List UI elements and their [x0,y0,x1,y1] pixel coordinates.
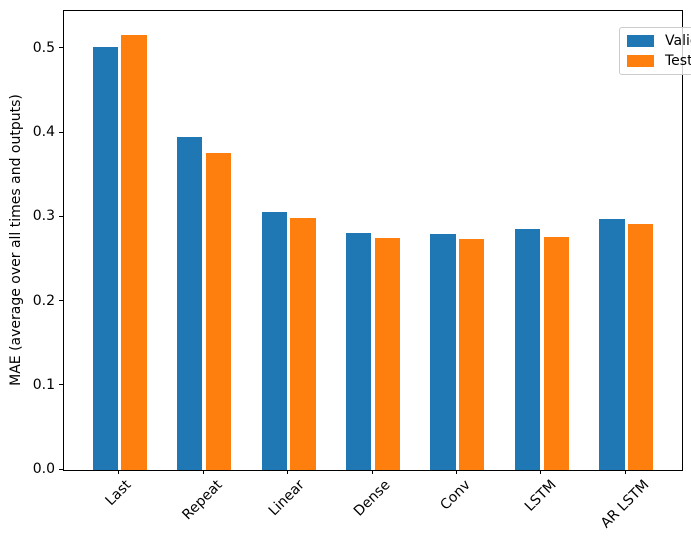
x-tick-mark [624,470,626,474]
x-tick-label-conv: Conv [437,477,474,514]
legend-swatch-validation [627,35,654,47]
bar-validation-dense [345,233,372,470]
x-tick-mark [118,470,120,474]
x-tick-label-ar-lstm: AR LSTM [597,477,653,532]
y-tick-label: 0.5 [32,39,55,56]
plot-area: Validation Test [63,10,691,471]
x-tick-label-repeat: Repeat [179,477,227,524]
bar-test-linear [290,218,316,470]
bar-validation-linear [261,212,287,470]
legend-label-validation: Validation [665,33,691,49]
bar-test-ar-lstm [627,224,654,470]
y-tick-label: 0.1 [32,376,55,393]
legend-entry-test: Test [627,53,691,69]
y-tick-mark [59,468,63,470]
y-tick-mark [59,47,63,49]
bar-test-dense [374,237,400,470]
y-tick-mark [59,215,63,217]
x-tick-mark [455,470,457,474]
y-tick-label: 0.4 [32,124,55,141]
bar-test-lstm [543,236,569,470]
x-tick-mark [540,470,542,474]
y-tick-label: 0.2 [32,292,55,309]
x-tick-mark [371,470,373,474]
legend-label-test: Test [665,53,691,69]
bar-validation-conv [430,234,456,470]
bar-test-repeat [205,152,232,470]
y-tick-mark [59,384,63,386]
bar-validation-last [92,47,119,470]
x-tick-mark [202,470,204,474]
y-tick-label: 0.0 [32,461,55,477]
bar-test-last [121,34,147,470]
bar-validation-lstm [514,229,541,470]
y-tick-mark [59,300,63,302]
legend-swatch-test [627,55,654,67]
x-tick-label-linear: Linear [265,477,308,520]
bar-validation-repeat [177,136,203,470]
legend-entry-validation: Validation [627,33,691,49]
bar-validation-ar-lstm [599,219,625,470]
x-tick-label-lstm: LSTM [521,477,560,515]
legend: Validation Test [619,27,691,75]
y-tick-mark [59,131,63,133]
bar-test-conv [459,239,485,470]
x-tick-mark [287,470,289,474]
x-tick-label-dense: Dense [350,477,394,520]
y-tick-label: 0.3 [32,208,55,225]
x-tick-label-last: Last [102,477,135,509]
